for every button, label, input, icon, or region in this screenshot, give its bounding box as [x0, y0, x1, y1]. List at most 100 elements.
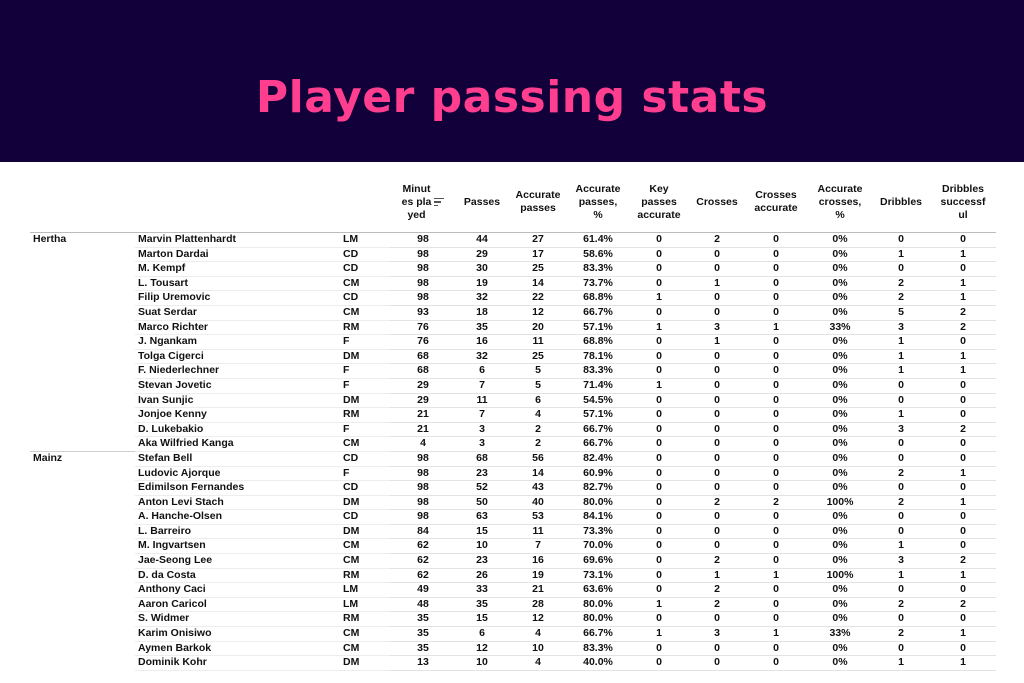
header-passes[interactable]: Passes	[456, 172, 508, 233]
dribbles-cell: 0	[872, 232, 930, 248]
table-row[interactable]: Marton Dardai CD 98 29 17 58.6% 0 0 0 0% 1 1	[30, 247, 996, 263]
crosses-accurate-cell: 0	[744, 422, 808, 438]
accurate-passes-cell: 43	[508, 480, 568, 496]
table-row[interactable]: Tolga Cigerci DM 68 32 25 78.1% 0 0 0 0% 1 1	[30, 349, 996, 365]
table-row[interactable]: Jae-Seong Lee CM 62 23 16 69.6% 0 2 0 0% 3 2	[30, 553, 996, 569]
crosses-cell: 0	[690, 524, 744, 540]
accurate-passes-cell: 6	[508, 393, 568, 409]
passes-cell: 16	[456, 334, 508, 350]
dribbles-successful-cell: 0	[930, 232, 996, 248]
table-row[interactable]: Jonjoe Kenny RM 21 7 4 57.1% 0 0 0 0% 1 0	[30, 407, 996, 423]
header-accurate-crosses-pct[interactable]: Accurate crosses,%	[808, 172, 872, 233]
table-row[interactable]: J. Ngankam F 76 16 11 68.8% 0 1 0 0% 1 0	[30, 334, 996, 350]
table-row[interactable]: Aka Wilfried Kanga CM 4 3 2 66.7% 0 0 0 0% 0 0	[30, 436, 996, 452]
table-row[interactable]: D. Lukebakio F 21 3 2 66.7% 0 0 0 0% 3 2	[30, 422, 996, 438]
table-row[interactable]: L. Barreiro DM 84 15 11 73.3% 0 0 0 0% 0 0	[30, 524, 996, 540]
key-passes-cell: 0	[628, 422, 690, 438]
header-accurate-passes[interactable]: Accurate passes	[508, 172, 568, 233]
header-crosses-accurate[interactable]: Crosses accurate	[744, 172, 808, 233]
dribbles-successful-cell: 0	[930, 509, 996, 525]
table-row[interactable]: Aaron Caricol LM 48 35 28 80.0% 1 2 0 0% 2 2	[30, 597, 996, 613]
table-row[interactable]: Aymen Barkok CM 35 12 10 83.3% 0 0 0 0% 0 0	[30, 641, 996, 657]
minutes-cell: 98	[390, 495, 456, 511]
crosses-cell: 0	[690, 655, 744, 671]
table-row[interactable]: Karim Onisiwo CM 35 6 4 66.7% 1 3 1 33% 2 1	[30, 626, 996, 642]
dribbles-cell: 1	[872, 655, 930, 671]
player-name-cell: J. Ngankam	[135, 334, 340, 350]
dribbles-successful-cell: 0	[930, 407, 996, 423]
crosses-accurate-cell: 0	[744, 407, 808, 423]
accurate-passes-pct-cell: 69.6%	[568, 553, 628, 569]
key-passes-cell: 0	[628, 407, 690, 423]
crosses-cell: 0	[690, 349, 744, 365]
header-line: passes,	[578, 195, 618, 208]
table-row[interactable]: L. Tousart CM 98 19 14 73.7% 0 1 0 0% 2 1	[30, 276, 996, 292]
header-accurate-passes-pct[interactable]: Accurate passes,%	[568, 172, 628, 233]
accurate-passes-cell: 7	[508, 538, 568, 555]
table-row[interactable]: A. Hanche-Olsen CD 98 63 53 84.1% 0 0 0 0% 0 0	[30, 509, 996, 525]
dribbles-successful-cell: 1	[930, 466, 996, 482]
dribbles-successful-cell: 0	[930, 582, 996, 598]
table-row[interactable]: Anton Levi Stach DM 98 50 40 80.0% 0 2 2 100% 2 1	[30, 495, 996, 511]
accurate-passes-pct-cell: 57.1%	[568, 320, 628, 336]
table-row[interactable]: S. Widmer RM 35 15 12 80.0% 0 0 0 0% 0 0	[30, 611, 996, 628]
key-passes-cell: 0	[628, 524, 690, 540]
accurate-crosses-pct-cell: 0%	[808, 363, 872, 379]
header-crosses[interactable]: Crosses	[690, 172, 744, 233]
table-row[interactable]: M. Kempf CD 98 30 25 83.3% 0 0 0 0% 0 0	[30, 261, 996, 277]
crosses-accurate-cell: 0	[744, 509, 808, 525]
dribbles-cell: 3	[872, 320, 930, 336]
key-passes-cell: 0	[628, 393, 690, 409]
table-row[interactable]: Dominik Kohr DM 13 10 4 40.0% 0 0 0 0% 1 1	[30, 655, 996, 671]
dribbles-cell: 0	[872, 378, 930, 394]
header-minutes-played[interactable]: Minut es pla yed	[390, 172, 456, 233]
accurate-passes-pct-cell: 66.7%	[568, 305, 628, 321]
position-cell: DM	[340, 524, 390, 540]
accurate-passes-pct-cell: 73.3%	[568, 524, 628, 540]
team-cell	[30, 349, 135, 364]
table-row[interactable]: Anthony Caci LM 49 33 21 63.6% 0 2 0 0% 0 0	[30, 582, 996, 598]
header-key-passes-accurate[interactable]: Key passes accurate	[628, 172, 690, 233]
table-row[interactable]: Ludovic Ajorque F 98 23 14 60.9% 0 0 0 0% 2 1	[30, 466, 996, 482]
table-row[interactable]: Mainz Stefan Bell CD 98 68 56 82.4% 0 0 0 0% 0 0	[30, 450, 996, 467]
table-row[interactable]: Marco Richter RM 76 35 20 57.1% 1 3 1 33% 3 2	[30, 320, 996, 336]
minutes-cell: 76	[390, 320, 456, 336]
crosses-cell: 2	[690, 495, 744, 511]
player-name-cell: Jonjoe Kenny	[135, 407, 340, 423]
accurate-passes-cell: 17	[508, 247, 568, 263]
accurate-crosses-pct-cell: 0%	[808, 334, 872, 350]
team-cell	[30, 627, 135, 642]
key-passes-cell: 0	[628, 509, 690, 525]
header-line: Accurate	[515, 189, 561, 201]
table-row[interactable]: Edimilson Fernandes CD 98 52 43 82.7% 0 0 0 0% 0 0	[30, 480, 996, 496]
accurate-passes-pct-cell: 83.3%	[568, 261, 628, 277]
crosses-accurate-cell: 2	[744, 495, 808, 511]
dribbles-successful-cell: 1	[930, 626, 996, 642]
header-dribbles-successful[interactable]: Dribbles successf ul	[930, 172, 996, 233]
table-row[interactable]: Hertha Marvin Plattenhardt LM 98 44 27 61.4% 0 2…	[30, 232, 996, 248]
accurate-passes-cell: 4	[508, 626, 568, 642]
crosses-cell: 0	[690, 480, 744, 496]
table-row[interactable]: Suat Serdar CM 93 18 12 66.7% 0 0 0 0% 5 2	[30, 305, 996, 321]
key-passes-cell: 0	[628, 349, 690, 365]
table-row[interactable]: D. da Costa RM 62 26 19 73.1% 0 1 1 100% 1 1	[30, 568, 996, 584]
crosses-accurate-cell: 0	[744, 655, 808, 671]
table-row[interactable]: F. Niederlechner F 68 6 5 83.3% 0 0 0 0% 1 1	[30, 363, 996, 379]
player-name-cell: Aka Wilfried Kanga	[135, 436, 340, 452]
table-row[interactable]: Ivan Sunjic DM 29 11 6 54.5% 0 0 0 0% 0 0	[30, 393, 996, 409]
table-row[interactable]: Stevan Jovetic F 29 7 5 71.4% 1 0 0 0% 0 0	[30, 378, 996, 394]
header-line: es pla	[401, 195, 432, 208]
accurate-crosses-pct-cell: 0%	[808, 305, 872, 321]
position-cell: CD	[340, 261, 390, 277]
team-cell	[30, 437, 135, 452]
key-passes-cell: 0	[628, 232, 690, 248]
key-passes-cell: 1	[628, 320, 690, 336]
minutes-cell: 49	[390, 582, 456, 598]
table-row[interactable]: Filip Uremovic CD 98 32 22 68.8% 1 0 0 0% 2 1	[30, 290, 996, 306]
accurate-crosses-pct-cell: 0%	[808, 655, 872, 671]
sort-descending-icon[interactable]	[434, 196, 445, 209]
table-row[interactable]: M. Ingvartsen CM 62 10 7 70.0% 0 0 0 0% 1 0	[30, 538, 996, 555]
passes-cell: 44	[456, 232, 508, 248]
crosses-cell: 0	[690, 363, 744, 379]
header-dribbles[interactable]: Dribbles	[872, 172, 930, 233]
